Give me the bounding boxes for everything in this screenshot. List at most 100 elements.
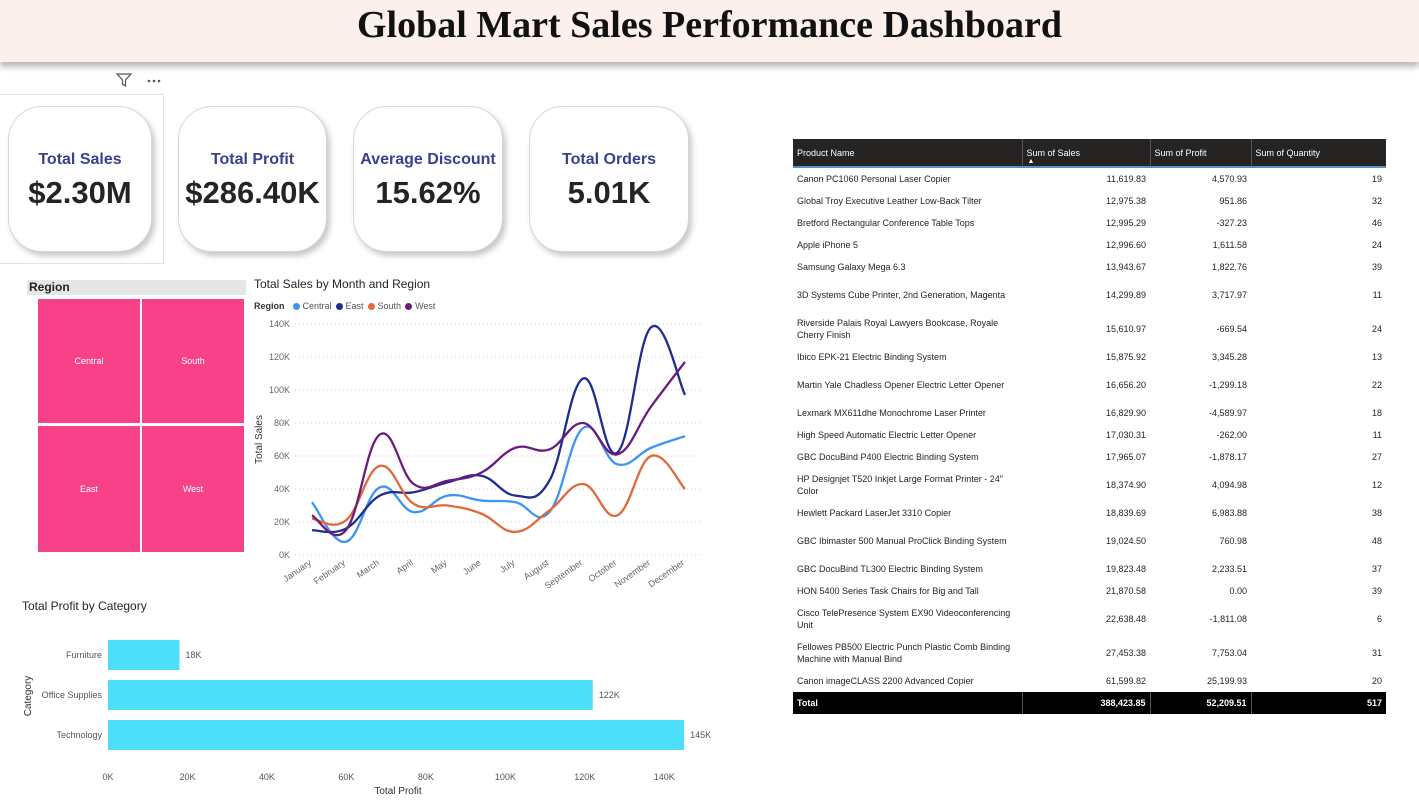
filter-icon[interactable] (115, 73, 136, 90)
region-tile-central[interactable]: Central (38, 299, 140, 423)
kpi-value: 15.62% (375, 175, 481, 210)
table-row[interactable]: GBC Ibimaster 500 Manual ProClick Bindin… (793, 524, 1386, 558)
cell-product-name: Canon PC1060 Personal Laser Copier (797, 174, 951, 184)
table-row[interactable]: HP Designjet T520 Inkjet Large Format Pr… (793, 468, 1386, 502)
table-row[interactable]: GBC DocuBind P400 Electric Binding Syste… (793, 446, 1386, 468)
cell-product-name: Samsung Galaxy Mega 6.3 (797, 262, 906, 272)
cell-sum-of-quantity: 6 (1376, 614, 1382, 624)
cell-sum-of-quantity: 11 (1372, 430, 1382, 440)
kpi-value: $2.30M (28, 175, 132, 210)
x-tick-label: July (498, 557, 517, 575)
table-row[interactable]: Fellowes PB500 Electric Punch Plastic Co… (793, 636, 1386, 670)
data-label: 122K (599, 690, 620, 700)
table-row[interactable]: Riverside Palais Royal Lawyers Bookcase,… (793, 312, 1386, 346)
table-row[interactable]: GBC DocuBind TL300 Electric Binding Syst… (793, 558, 1386, 580)
table-row[interactable]: 3D Systems Cube Printer, 2nd Generation,… (793, 278, 1386, 312)
cell-product-name: Apple iPhone 5 (797, 240, 859, 250)
cell-product-name: Lexmark MX611dhe Monochrome Laser Printe… (797, 408, 986, 418)
cell-sum-of-profit: -1,299.18 (1208, 380, 1247, 390)
bar-chart[interactable]: Furniture 18K Office Supplies 122K Technolog… (14, 620, 714, 798)
table-row[interactable]: Martin Yale Chadless Opener Electric Let… (793, 368, 1386, 402)
region-tile-south[interactable]: South (142, 299, 244, 423)
region-tile-west[interactable]: West (142, 426, 244, 552)
kpi-card-total-sales[interactable]: Total Sales $2.30M (8, 106, 152, 252)
table-row[interactable]: Hewlett Packard LaserJet 3310 Copier 18,8… (793, 502, 1386, 524)
column-header-sum-of-profit[interactable]: Sum of Profit (1149, 139, 1251, 168)
column-header-sum-of-sales[interactable]: Sum of Sales ▲ (1021, 139, 1150, 168)
table-row[interactable]: Canon imageCLASS 2200 Advanced Copier 61,… (793, 670, 1386, 692)
bar[interactable] (108, 640, 180, 670)
x-tick-label: November (612, 557, 652, 589)
cell-product-name: Ibico EPK-21 Electric Binding System (797, 352, 947, 362)
column-header-sum-of-quantity[interactable]: Sum of Quantity (1250, 139, 1386, 168)
cell-sum-of-quantity: 48 (1371, 536, 1382, 546)
kpi-label: Average Discount (360, 151, 496, 168)
table-row[interactable]: High Speed Automatic Electric Letter Ope… (793, 424, 1386, 446)
cell-sum-of-profit: 3,345.28 (1211, 352, 1247, 362)
table-row[interactable]: Samsung Galaxy Mega 6.3 13,943.67 1,822.76… (793, 256, 1386, 278)
bar[interactable] (108, 720, 685, 750)
kpi-value: 5.01K (567, 175, 651, 210)
line-chart-title: Total Sales by Month and Region (254, 277, 431, 291)
x-tick-label: 0K (102, 772, 113, 782)
cell-sum-of-sales: 19,024.50 (1105, 536, 1146, 546)
cell-sum-of-profit: 760.98 (1219, 536, 1247, 546)
region-tile-label: East (79, 484, 98, 494)
cell-sum-of-sales: 17,030.31 (1105, 430, 1146, 440)
cell-product-name: GBC DocuBind TL300 Electric Binding Syst… (797, 564, 983, 574)
kpi-card-total-orders[interactable]: Total Orders 5.01K (529, 106, 689, 252)
legend-label-central[interactable]: Central (302, 301, 332, 311)
table-row[interactable]: Lexmark MX611dhe Monochrome Laser Printe… (793, 402, 1386, 424)
line-chart[interactable]: 0K 20K 40K 60K 80K 100K 120K 140K JanuaryFebruar… (250, 312, 712, 602)
bar[interactable] (108, 680, 593, 710)
cell-sum-of-quantity: 20 (1371, 676, 1382, 686)
cell-product-name: Riverside Palais Royal Lawyers Bookcase,… (797, 318, 999, 340)
table-row[interactable]: Canon PC1060 Personal Laser Copier 11,619… (793, 167, 1386, 190)
series-line-central[interactable] (311, 425, 686, 543)
y-tick-label: 140K (269, 319, 290, 329)
x-tick-label: March (355, 557, 381, 580)
x-tick-label: February (312, 557, 348, 586)
kpi-card-average-discount[interactable]: Average Discount 15.62% (353, 106, 503, 252)
cell-sum-of-profit: 4,094.98 (1211, 480, 1247, 490)
cell-sum-of-quantity: 37 (1371, 564, 1382, 574)
cell-sum-of-sales: 11,619.83 (1106, 174, 1146, 184)
legend-label-east[interactable]: East (345, 301, 364, 311)
x-tick-label: August (522, 557, 551, 582)
legend-label-west[interactable]: West (415, 301, 436, 311)
x-tick-label: June (461, 557, 483, 576)
total-label: Total (793, 692, 1022, 714)
y-tick-label: 0K (279, 550, 290, 560)
table-row[interactable]: Global Troy Executive Leather Low-Back T… (793, 190, 1386, 212)
cell-product-name: Fellowes PB500 Electric Punch Plastic Co… (797, 642, 1011, 664)
cell-sum-of-profit: 1,611.58 (1212, 240, 1247, 250)
y-tick-label: 120K (269, 352, 290, 362)
legend-label-south[interactable]: South (377, 301, 402, 311)
cell-sum-of-sales: 27,453.38 (1105, 648, 1146, 658)
series-line-west[interactable] (311, 361, 686, 537)
kpi-value: $286.40K (185, 175, 320, 210)
data-label: 18K (186, 650, 202, 660)
kpi-card-total-profit[interactable]: Total Profit $286.40K (178, 106, 327, 252)
cell-sum-of-sales: 16,829.90 (1105, 408, 1146, 418)
cell-sum-of-sales: 14,299.89 (1105, 290, 1146, 300)
product-table: Product Name Sum of Sales ▲ Sum of Profit… (793, 139, 1386, 714)
series-line-east[interactable] (311, 324, 687, 534)
region-tile-east[interactable]: East (38, 426, 140, 552)
y-tick-label: 100K (269, 385, 290, 395)
table-row[interactable]: HON 5400 Series Task Chairs for Big and … (793, 580, 1386, 602)
table-row[interactable]: Bretford Rectangular Conference Table To… (793, 212, 1386, 234)
more-options-icon[interactable] (146, 74, 162, 90)
column-header-product-name[interactable]: Product Name (793, 139, 1022, 168)
table-row[interactable]: Apple iPhone 5 12,996.60 1,611.58 24 (793, 234, 1386, 256)
cell-sum-of-profit: 1,822.76 (1211, 262, 1247, 272)
y-tick-label: 80K (274, 418, 290, 428)
selected-visual-frame (0, 94, 164, 264)
table-row[interactable]: Cisco TelePresence System EX90 Videoconf… (793, 602, 1386, 636)
x-tick-label: April (394, 557, 414, 576)
series-line-south[interactable] (311, 454, 686, 534)
cell-product-name: 3D Systems Cube Printer, 2nd Generation,… (797, 290, 1006, 300)
cell-sum-of-profit: 951.86 (1219, 196, 1247, 206)
cell-product-name: GBC Ibimaster 500 Manual ProClick Bindin… (797, 536, 1007, 546)
table-row[interactable]: Ibico EPK-21 Electric Binding System 15,8… (793, 346, 1386, 368)
